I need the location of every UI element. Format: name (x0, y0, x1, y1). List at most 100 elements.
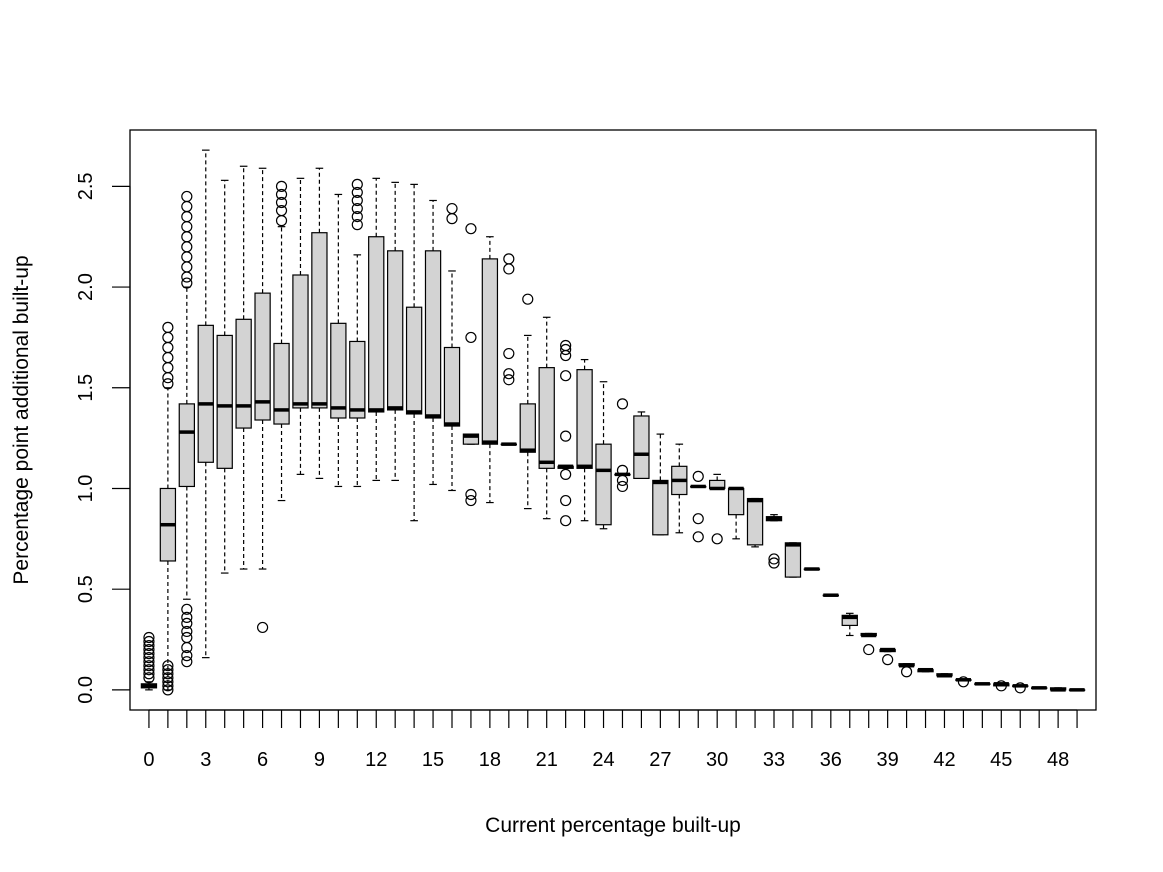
x-tick-label: 6 (257, 749, 268, 771)
box-iqr (727, 487, 745, 516)
box-group (424, 199, 442, 486)
box-group (955, 676, 972, 688)
box-group (708, 473, 726, 545)
outlier-point (1014, 682, 1026, 694)
box-iqr (197, 324, 214, 463)
x-tick-label: 21 (536, 749, 558, 771)
outlier-point (143, 639, 155, 652)
x-tick-label: 0 (143, 749, 154, 771)
box-iqr (784, 542, 802, 578)
box-group (614, 398, 631, 493)
outlier-point (351, 219, 363, 231)
box-group (500, 253, 518, 446)
box-iqr (368, 236, 385, 413)
outlier-point (143, 672, 155, 684)
box-iqr (652, 479, 669, 536)
outlier-point (181, 603, 193, 615)
outlier-point (351, 194, 363, 207)
box-group (993, 680, 1010, 692)
box-group (254, 167, 271, 634)
box-iqr (462, 433, 480, 445)
outlier-point (560, 515, 572, 527)
x-tick-label: 9 (314, 749, 325, 771)
box-group (178, 190, 195, 668)
box-group (387, 181, 404, 482)
outlier-point (351, 186, 363, 199)
box-iqr (841, 614, 858, 627)
box-group (746, 497, 764, 548)
outlier-point (143, 668, 155, 680)
box-group (765, 514, 783, 569)
outlier-point (181, 611, 193, 623)
box-iqr (273, 342, 290, 425)
box-group (519, 293, 536, 510)
y-axis-label: Percentage point additional built-up (10, 255, 33, 584)
x-tick-label: 3 (200, 749, 211, 771)
outlier-point (503, 368, 515, 380)
outlier-point (560, 468, 572, 480)
box-group (197, 149, 214, 659)
x-tick-label: 33 (763, 749, 785, 771)
box-iqr (519, 403, 536, 453)
outlier-point (181, 625, 193, 638)
outlier-point (181, 277, 193, 289)
box-iqr (633, 415, 650, 480)
x-tick-label: 18 (479, 749, 501, 771)
box-group (462, 223, 480, 507)
box-group (235, 165, 252, 570)
outlier-point (560, 494, 572, 507)
box-iqr (576, 369, 593, 469)
box-iqr (292, 274, 309, 409)
outlier-point (351, 178, 363, 190)
box-iqr (443, 346, 461, 427)
outlier-point (162, 680, 174, 692)
box-group (595, 381, 612, 530)
box-group (576, 358, 593, 522)
box-iqr (746, 497, 764, 546)
outlier-point (465, 223, 477, 235)
box-group (481, 236, 499, 504)
box-group (368, 177, 385, 482)
box-group (311, 167, 328, 480)
outlier-point (560, 430, 572, 442)
box-group (633, 411, 650, 480)
box-group (936, 673, 953, 678)
outlier-point (143, 648, 155, 660)
box-iqr (330, 322, 347, 419)
outlier-point (162, 676, 174, 688)
outlier-point (181, 656, 193, 668)
outlier-point (181, 650, 193, 662)
box-group (443, 202, 461, 492)
outlier-point (162, 378, 174, 390)
x-tick-label: 30 (706, 749, 728, 771)
outlier-point (162, 672, 174, 684)
box-group (841, 612, 858, 637)
y-tick-label: 2.5 (75, 172, 97, 200)
box-iqr (311, 232, 328, 409)
box-group (405, 183, 423, 522)
x-tick-label: 45 (990, 749, 1012, 771)
x-tick-label: 36 (820, 749, 842, 771)
outlier-point (768, 553, 780, 565)
box-group (879, 647, 896, 666)
box-group (1030, 686, 1048, 690)
box-group (1049, 687, 1067, 692)
outlier-point (692, 470, 704, 482)
outlier-point (882, 654, 894, 666)
outlier-point (162, 660, 174, 672)
outlier-point (162, 684, 174, 696)
box-group (159, 321, 177, 696)
outlier-point (181, 190, 193, 203)
x-axis: 0 3 6 9 12 15 18 21 24 27 30 33 36 39 42 45 48 (143, 709, 1078, 771)
outlier-point (616, 480, 629, 493)
outlier-point (560, 339, 572, 352)
outlier-point (503, 374, 515, 386)
outlier-point (692, 513, 704, 525)
outlier-point (256, 621, 269, 634)
outlier-point (143, 635, 155, 648)
x-tick-label: 12 (365, 749, 387, 771)
boxes-layer (140, 149, 1086, 696)
outlier-point (711, 533, 723, 545)
box-group (690, 470, 707, 543)
outlier-point (181, 631, 193, 644)
